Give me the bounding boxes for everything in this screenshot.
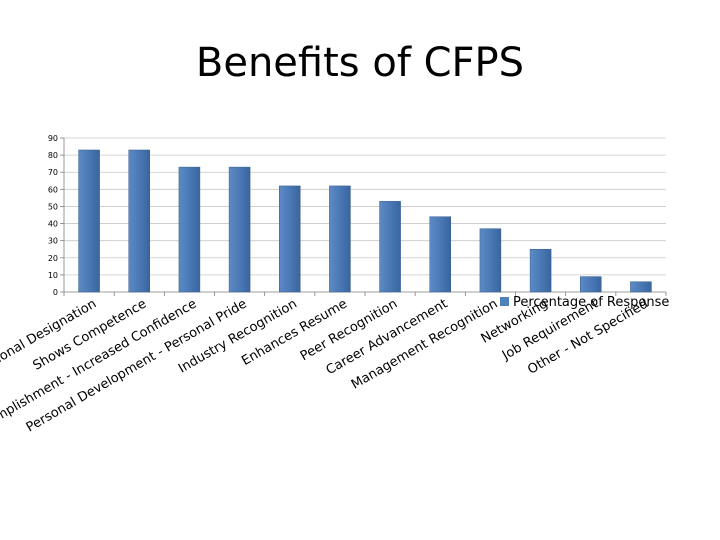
y-tick-label: 50 bbox=[48, 202, 58, 211]
bar bbox=[329, 185, 351, 293]
bar bbox=[379, 201, 401, 293]
y-tick-label: 20 bbox=[48, 254, 58, 263]
y-tick-label: 60 bbox=[48, 185, 58, 194]
bar bbox=[128, 149, 150, 293]
bars bbox=[78, 149, 652, 293]
legend-label: Percentage of Response bbox=[513, 295, 669, 310]
bar bbox=[429, 216, 451, 293]
bar bbox=[78, 149, 100, 293]
y-tick-label: 70 bbox=[48, 168, 58, 177]
bar bbox=[580, 276, 602, 293]
gridlines bbox=[64, 137, 666, 276]
chart-title: Benefits of CFPS bbox=[195, 40, 525, 86]
y-tick-label: 90 bbox=[48, 134, 58, 143]
bar bbox=[178, 166, 201, 293]
legend: Percentage of Response bbox=[500, 295, 669, 310]
axes: 0 10 20 30 40 50 60 70 80 90 bbox=[48, 134, 667, 297]
legend-swatch bbox=[500, 297, 509, 306]
y-tick-label: 10 bbox=[48, 271, 58, 280]
bar bbox=[479, 228, 502, 293]
bar bbox=[228, 166, 251, 293]
y-tick-label: 0 bbox=[53, 288, 58, 297]
y-tick-label: 80 bbox=[48, 151, 58, 160]
bar bbox=[630, 281, 652, 293]
bar bbox=[279, 185, 301, 293]
bar bbox=[529, 248, 552, 293]
y-tick-label: 40 bbox=[48, 220, 58, 229]
y-tick-label: 30 bbox=[48, 237, 58, 246]
